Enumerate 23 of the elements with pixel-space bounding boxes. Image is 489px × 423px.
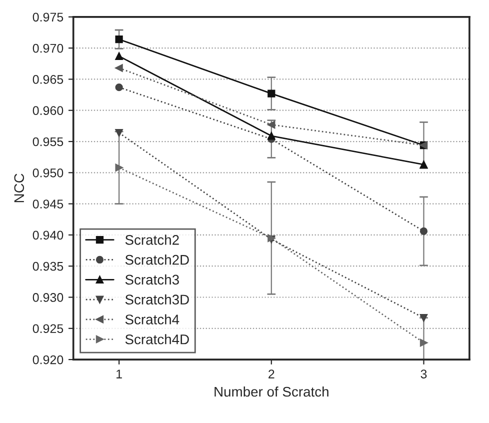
y-tick-label: 0.960 xyxy=(32,106,64,116)
x-tick-label: 1 xyxy=(116,370,122,378)
legend-label: Scratch4D xyxy=(125,334,189,344)
y-tick-label: 0.925 xyxy=(32,324,64,334)
y-tick-label: 0.970 xyxy=(32,44,64,53)
y-tick-label: 0.955 xyxy=(32,137,64,146)
legend-label: Scratch2D xyxy=(125,254,189,265)
y-tick-label: 0.935 xyxy=(32,262,64,271)
legend-label: Scratch4 xyxy=(125,314,180,324)
x-tick-label: 3 xyxy=(420,370,427,378)
y-tick-label: 0.930 xyxy=(32,293,64,302)
y-tick-label: 0.965 xyxy=(32,75,64,84)
y-tick-label: 0.940 xyxy=(32,230,64,240)
legend-label: Scratch3D xyxy=(125,294,189,305)
y-tick-label: 0.975 xyxy=(32,12,64,22)
y-tick-label: 0.920 xyxy=(32,355,64,364)
x-axis-title: Number of Scratch xyxy=(214,386,328,397)
y-axis-title: NCC xyxy=(14,174,24,202)
legend-label: Scratch3 xyxy=(125,274,179,285)
x-tick-label: 2 xyxy=(268,370,274,378)
y-tick-label: 0.945 xyxy=(32,200,64,208)
legend-label: Scratch2 xyxy=(125,234,179,245)
y-tick-label: 0.950 xyxy=(32,168,64,178)
